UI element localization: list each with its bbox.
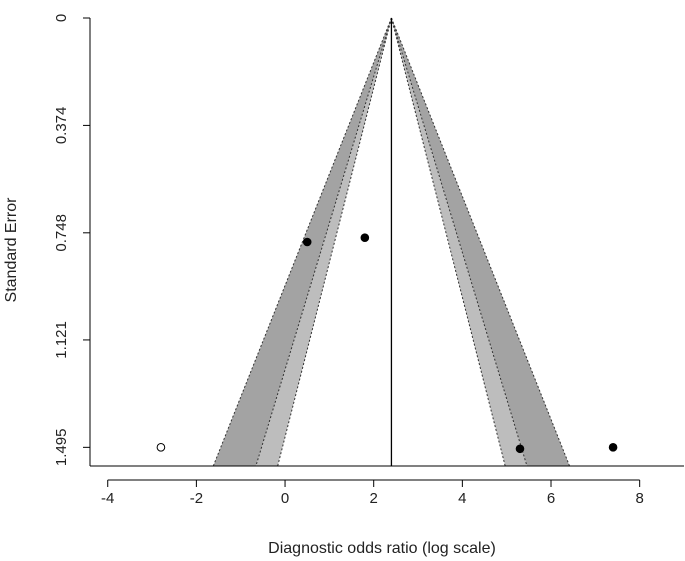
study-point-3 bbox=[608, 443, 618, 452]
funnel-boundary-right-0 bbox=[390, 17, 506, 467]
study-point-0 bbox=[302, 237, 312, 247]
axes: -4 -2 0 2 4 6 8 0 0.374 0.748 1.121 1.495 bbox=[53, 14, 684, 507]
funnel-regions bbox=[212, 17, 571, 467]
x-tick-label-4: 4 bbox=[458, 490, 466, 507]
y-tick-label-0: 0 bbox=[53, 14, 70, 22]
study-point-2 bbox=[515, 444, 525, 454]
funnel-band-95-right bbox=[391, 18, 527, 466]
study-point-1 bbox=[360, 233, 370, 242]
y-tick-label-1: 0.374 bbox=[53, 107, 70, 145]
x-tick-label-3: 2 bbox=[370, 490, 378, 507]
data-points bbox=[156, 233, 618, 454]
x-tick-label-1: -2 bbox=[190, 490, 203, 507]
x-tick-label-0: -4 bbox=[101, 490, 114, 507]
y-axis-title: Standard Error bbox=[3, 197, 20, 303]
funnel-boundary-left-2 bbox=[212, 17, 392, 467]
y-tick-label-2: 0.748 bbox=[53, 214, 70, 252]
funnel-boundary-left-0 bbox=[277, 17, 392, 467]
y-tick-label-4: 1.495 bbox=[53, 429, 70, 467]
funnel-boundary-right-2 bbox=[390, 17, 571, 467]
x-tick-label-6: 8 bbox=[635, 490, 643, 507]
x-tick-label-2: 0 bbox=[281, 490, 289, 507]
x-axis-title: Diagnostic odds ratio (log scale) bbox=[268, 540, 496, 557]
y-tick-label-3: 1.121 bbox=[53, 321, 70, 359]
imputed-study-point-0 bbox=[156, 443, 166, 452]
x-tick-label-5: 6 bbox=[547, 490, 555, 507]
